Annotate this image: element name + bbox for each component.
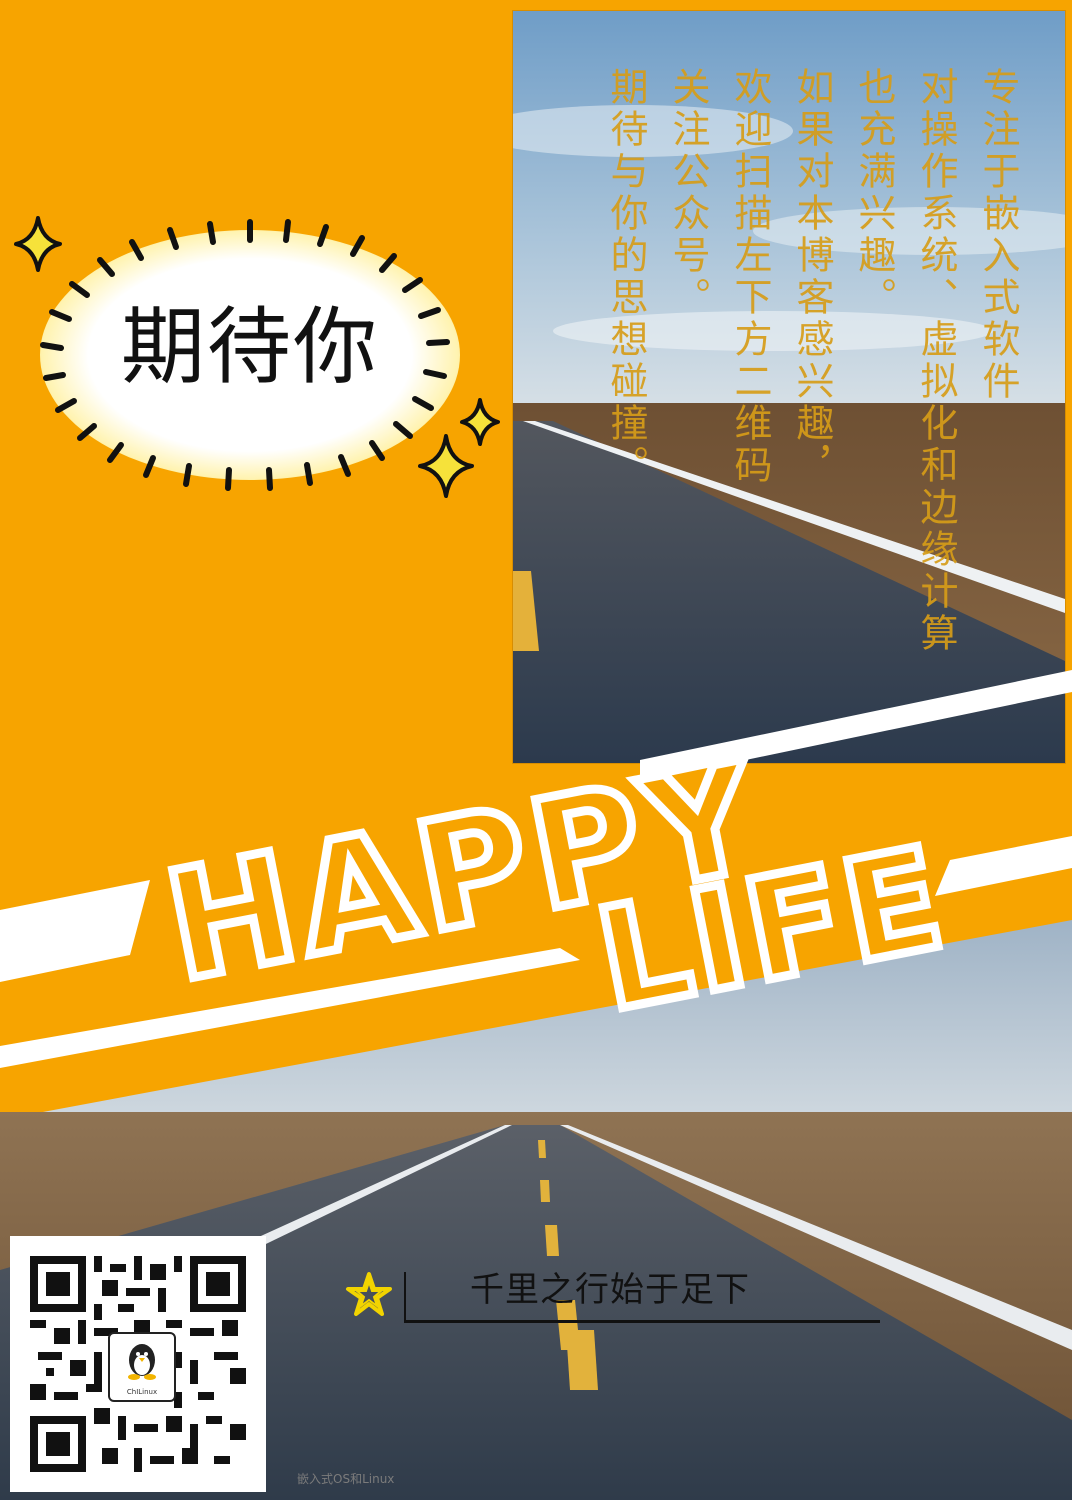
road-photo: 专注于嵌入式软件 对操作系统、虚拟化和边缘计算 也充满兴趣。 如果对本博客感兴趣…: [512, 10, 1066, 764]
band-right: [935, 836, 1072, 896]
bubble-text: 期待你: [120, 298, 379, 396]
band-bottom-left: [0, 948, 580, 1068]
penguin-icon: ChILinux: [127, 1344, 157, 1396]
motto-bracket: [404, 1272, 406, 1322]
speech-bubble: [14, 216, 500, 498]
band-top-right: [640, 670, 1072, 782]
qr-logo: ChILinux: [108, 1332, 176, 1402]
qr-logo-text: ChILinux: [127, 1388, 157, 1396]
motto-text: 千里之行始于足下: [470, 1270, 750, 1310]
band-left: [0, 880, 150, 982]
motto-underline: [404, 1320, 880, 1323]
road-photo-art: [513, 11, 1065, 763]
photo-caption: 专注于嵌入式软件 对操作系统、虚拟化和边缘计算 也充满兴趣。 如果对本博客感兴趣…: [604, 67, 1020, 655]
star-icon: [346, 1272, 392, 1316]
qr-caption: 嵌入式OS和Linux: [297, 1472, 395, 1486]
